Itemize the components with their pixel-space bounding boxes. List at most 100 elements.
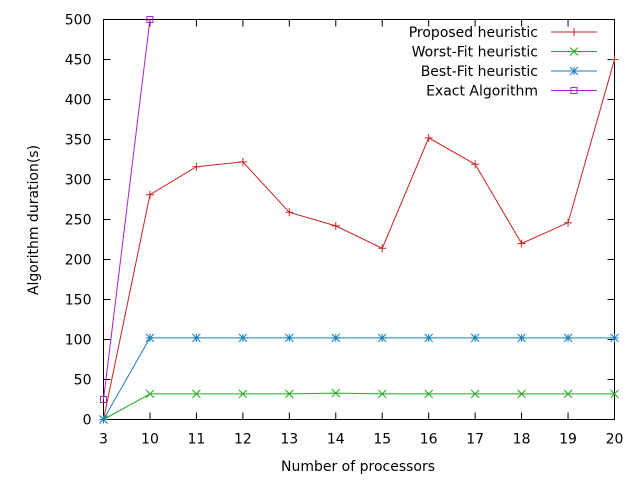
data-point: [610, 389, 619, 399]
x-tick-label: 20: [606, 432, 624, 448]
x-tick-label: 18: [513, 432, 531, 448]
legend-marker: [570, 87, 578, 94]
legend-marker: [569, 66, 579, 76]
legend-label: Worst-Fit heuristic: [412, 45, 538, 61]
data-point: [471, 160, 480, 169]
x-tick-label: 11: [187, 432, 205, 448]
data-point: [517, 333, 526, 343]
data-point: [146, 16, 154, 23]
data-point: [238, 333, 248, 343]
data-point: [424, 389, 434, 399]
data-point: [470, 333, 480, 343]
data-point: [284, 333, 294, 343]
y-tick-label: 250: [65, 213, 92, 229]
series-3: [100, 16, 154, 403]
data-point: [145, 333, 155, 343]
series-layer: [99, 16, 619, 424]
data-point: [564, 218, 573, 227]
series-line: [103, 337, 615, 420]
data-point: [470, 333, 480, 343]
data-point: [377, 389, 387, 399]
data-point: [377, 333, 387, 343]
data-point: [284, 333, 294, 343]
data-point: [517, 239, 526, 248]
legend-label: Exact Algorithm: [426, 84, 538, 100]
data-point: [192, 333, 201, 343]
y-tick-label: 200: [65, 253, 92, 269]
data-point: [192, 162, 201, 171]
data-point: [100, 396, 107, 403]
data-point: [238, 157, 247, 166]
x-tick-label: 12: [234, 432, 252, 448]
y-tick-label: 400: [65, 93, 92, 109]
x-tick-label: 3: [99, 432, 108, 448]
data-point: [145, 190, 154, 199]
data-point: [610, 333, 619, 343]
y-tick-label: 150: [65, 293, 92, 309]
data-point: [238, 389, 248, 399]
data-point: [377, 333, 387, 343]
data-point: [563, 333, 573, 343]
x-tick-label: 13: [280, 432, 298, 448]
x-tick-label: 19: [559, 432, 577, 448]
series-line: [103, 392, 615, 420]
legend-marker: [570, 87, 578, 94]
data-point: [377, 389, 387, 399]
data-point: [146, 16, 154, 23]
data-point: [610, 55, 619, 64]
legend-marker: [570, 28, 578, 36]
data-point: [563, 389, 573, 399]
legend: Proposed heuristic Worst-Fit heuristic Bes…: [409, 25, 597, 100]
data-point: [517, 389, 526, 399]
series-line: [103, 19, 151, 400]
data-point: [145, 333, 155, 343]
data-point: [192, 389, 201, 399]
data-point: [378, 244, 387, 253]
data-point: [285, 208, 294, 217]
data-point: [192, 333, 201, 343]
data-point: [424, 333, 434, 343]
data-point: [284, 389, 294, 399]
legend-label: Best-Fit heuristic: [421, 64, 538, 80]
legend-marker: [569, 47, 579, 56]
data-point: [424, 333, 434, 343]
data-point: [238, 157, 247, 166]
data-point: [564, 218, 573, 227]
data-point: [145, 389, 155, 399]
data-point: [517, 333, 526, 343]
legend-label: Proposed heuristic: [409, 25, 538, 41]
y-tick-label: 100: [65, 333, 92, 349]
data-point: [331, 333, 341, 343]
legend-marker: [569, 66, 579, 76]
data-point: [331, 221, 340, 230]
series-0: [99, 55, 619, 424]
legend-marker: [569, 47, 579, 56]
data-point: [238, 333, 248, 343]
series-line: [103, 59, 615, 420]
data-point: [610, 333, 619, 343]
data-point: [517, 389, 526, 399]
y-tick-label: 0: [83, 413, 92, 429]
data-point: [610, 389, 619, 399]
x-axis-label: Number of processors: [281, 459, 435, 475]
data-point: [378, 244, 387, 253]
data-point: [99, 415, 108, 424]
data-point: [331, 221, 340, 230]
data-point: [100, 396, 107, 403]
data-point: [470, 389, 480, 399]
x-tick-label: 15: [373, 432, 391, 448]
data-point: [470, 389, 480, 399]
x-tick-label: 14: [327, 432, 345, 448]
data-point: [285, 208, 294, 217]
x-axis: 3 10 11 12 13 14 15 16 17 18 19 20: [99, 19, 624, 448]
data-point: [424, 133, 433, 142]
y-tick-label: 450: [65, 53, 92, 69]
data-point: [192, 162, 201, 171]
data-point: [471, 160, 480, 169]
series-1: [99, 388, 619, 424]
data-point: [563, 333, 573, 343]
data-point: [284, 389, 294, 399]
x-tick-label: 17: [466, 432, 484, 448]
y-axis-label: Algorithm duration(s): [26, 145, 42, 295]
